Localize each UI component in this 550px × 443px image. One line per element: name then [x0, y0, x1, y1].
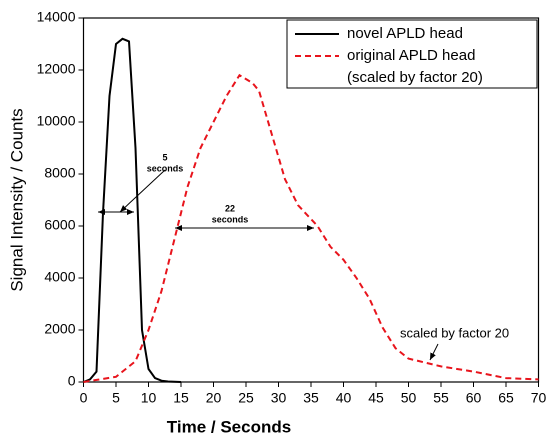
legend-label: novel APLD head [347, 25, 463, 42]
x-tick-label: 25 [238, 390, 254, 406]
annotation-text: seconds [212, 214, 249, 224]
x-tick-label: 55 [433, 390, 449, 406]
series-line [83, 37, 182, 383]
x-tick-label: 15 [173, 390, 189, 406]
y-tick-label: 14000 [37, 9, 76, 25]
y-tick-label: 10000 [37, 113, 76, 129]
annotation-text: 22 [225, 203, 235, 213]
series-line [83, 73, 539, 383]
x-tick-label: 20 [206, 390, 222, 406]
x-tick-label: 0 [80, 390, 88, 406]
x-tick-label: 70 [531, 390, 547, 406]
legend-label: original APLD head [347, 47, 475, 64]
x-tick-label: 40 [336, 390, 352, 406]
x-tick-label: 45 [368, 390, 384, 406]
x-tick-label: 10 [141, 390, 157, 406]
y-tick-label: 12000 [37, 61, 76, 77]
x-axis-title: Time / Seconds [167, 417, 291, 436]
legend-note: (scaled by factor 20) [347, 69, 483, 86]
y-tick-label: 6000 [44, 217, 75, 233]
y-axis-title: Signal Intensity / Counts [7, 108, 26, 291]
y-tick-label: 0 [68, 373, 76, 389]
x-tick-label: 65 [498, 390, 514, 406]
x-tick-label: 5 [112, 390, 120, 406]
x-tick-label: 30 [271, 390, 287, 406]
annotation-text: seconds [147, 163, 184, 173]
y-tick-label: 8000 [44, 165, 75, 181]
x-tick-label: 60 [466, 390, 482, 406]
annotation-text: 5 [162, 152, 167, 162]
x-tick-label: 35 [303, 390, 319, 406]
annotation-text: scaled by factor 20 [400, 325, 509, 340]
pointer-arrow [119, 169, 166, 213]
pointer-arrow [429, 343, 439, 361]
legend-box [286, 19, 538, 89]
x-tick-label: 50 [401, 390, 417, 406]
y-tick-label: 4000 [44, 269, 75, 285]
y-tick-label: 2000 [44, 321, 75, 337]
